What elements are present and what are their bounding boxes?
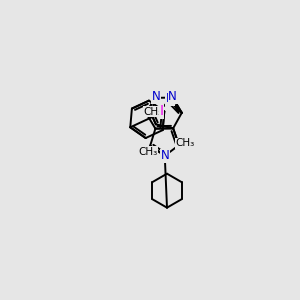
Text: CH₃: CH₃: [176, 138, 195, 148]
Text: I: I: [160, 104, 164, 118]
Text: CH₃: CH₃: [138, 147, 158, 157]
Text: N: N: [160, 149, 169, 162]
Text: N: N: [152, 91, 160, 103]
Text: N: N: [168, 90, 177, 103]
Text: CH₃: CH₃: [144, 106, 163, 117]
Text: N: N: [166, 92, 175, 106]
